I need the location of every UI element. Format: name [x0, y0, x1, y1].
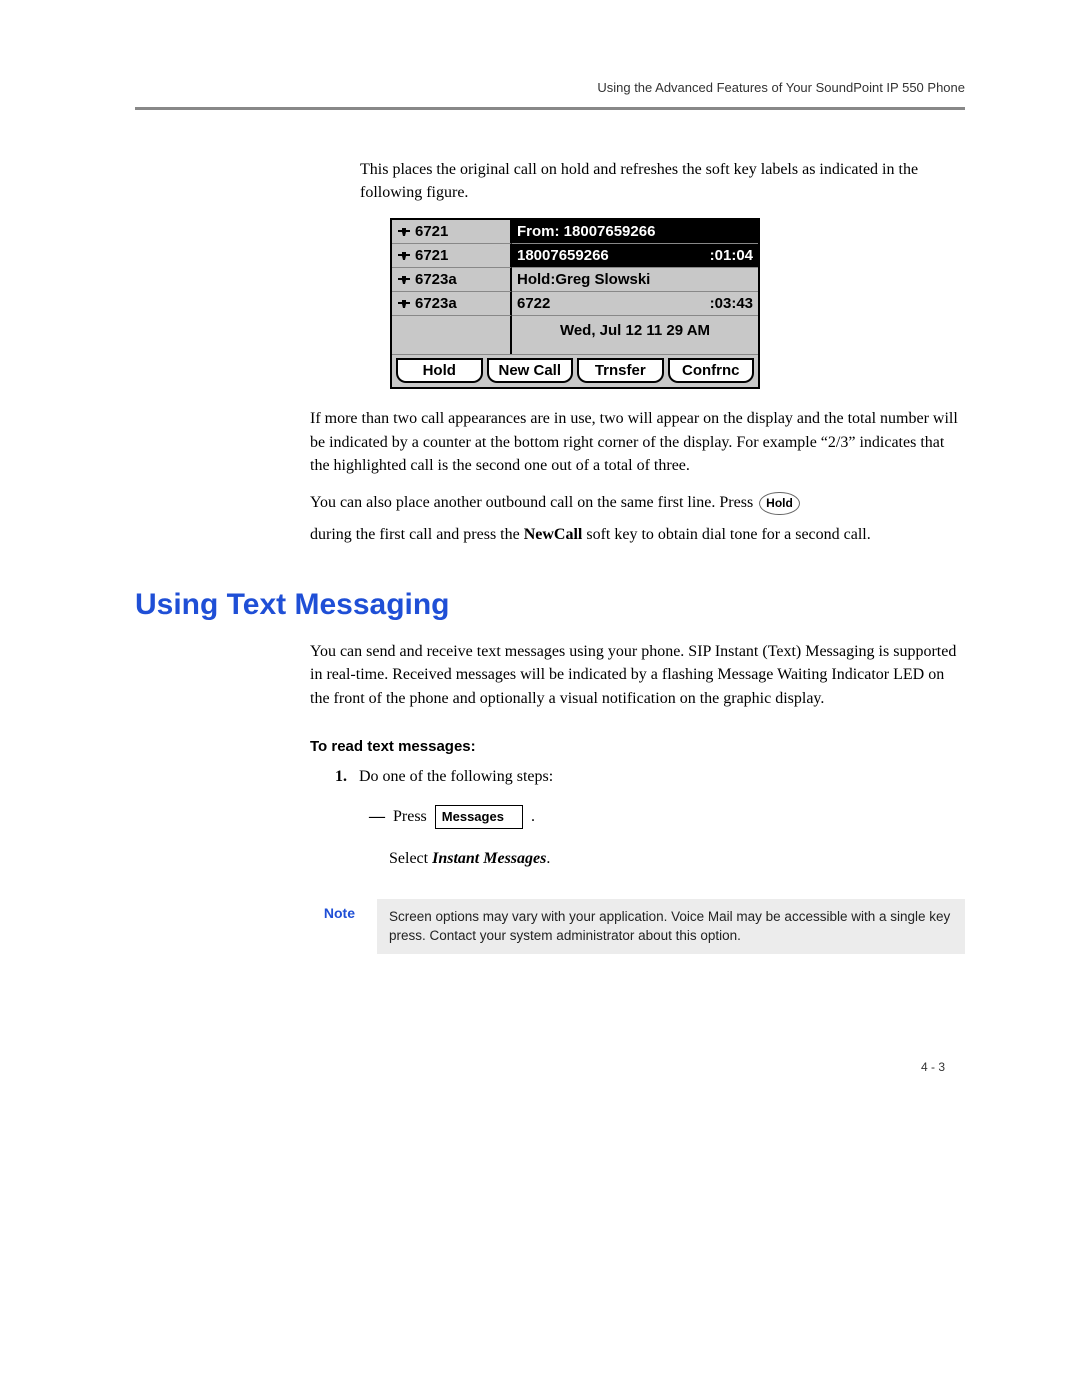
phone-line-info: From: 18007659266 [512, 220, 758, 244]
phone-handset-icon [397, 226, 411, 238]
phone-line-info: 6722:03:43 [512, 292, 758, 316]
dash-icon: — [369, 805, 389, 829]
phone-empty-cell [392, 316, 512, 354]
phone-softkey: Hold [396, 358, 483, 383]
intro-paragraph: This places the original call on hold an… [360, 158, 965, 204]
para-hold-text-2a: during the first call and press the [310, 526, 524, 543]
page-number: 4 - 3 [921, 1060, 945, 1074]
note-label: Note [235, 899, 355, 954]
messages-button-icon: Messages [435, 805, 523, 829]
step-1-number: 1. [335, 768, 347, 785]
step-list: 1. Do one of the following steps: — Pres… [335, 765, 965, 871]
read-messages-heading: To read text messages: [310, 738, 965, 755]
para-hold-instruction-2: during the first call and press the NewC… [310, 523, 965, 546]
page-header: Using the Advanced Features of Your Soun… [135, 80, 965, 95]
newcall-bold: NewCall [524, 526, 583, 543]
phone-line-info: Hold:Greg Slowski [512, 268, 758, 292]
phone-datetime: Wed, Jul 12 11 29 AM [512, 316, 758, 354]
press-word: Press [393, 808, 427, 825]
phone-softkey: Trnsfer [577, 358, 664, 383]
section-paragraph: You can send and receive text messages u… [310, 640, 965, 710]
phone-handset-icon [397, 298, 411, 310]
phone-softkey-row: HoldNew CallTrnsferConfrnc [392, 354, 758, 387]
step-1: 1. Do one of the following steps: [335, 765, 965, 789]
step-1-text: Do one of the following steps: [359, 768, 553, 785]
phone-softkey: Confrnc [668, 358, 755, 383]
phone-handset-icon [397, 274, 411, 286]
step-1-sub-press: — Press Messages . [369, 805, 965, 829]
phone-softkey: New Call [487, 358, 574, 383]
select-text-c: . [546, 850, 550, 867]
phone-line-ext: 6723a [392, 292, 512, 316]
page-content: Using the Advanced Features of Your Soun… [135, 80, 965, 954]
para-after-figure: If more than two call appearances are in… [310, 407, 965, 477]
phone-line-ext: 6721 [392, 220, 512, 244]
select-text-a: Select [389, 850, 432, 867]
para-hold-text-1: You can also place another outbound call… [310, 494, 757, 511]
note-text: Screen options may vary with your applic… [377, 899, 965, 954]
phone-line-info: 18007659266:01:04 [512, 244, 758, 268]
para-hold-text-2c: soft key to obtain dial tone for a secon… [582, 526, 870, 543]
para-hold-instruction: You can also place another outbound call… [310, 491, 965, 515]
note-block: Note Screen options may vary with your a… [235, 899, 965, 954]
header-rule [135, 107, 965, 110]
select-bold: Instant Messages [432, 850, 546, 867]
phone-handset-icon [397, 250, 411, 262]
section-heading: Using Text Messaging [135, 588, 965, 622]
phone-line-ext: 6721 [392, 244, 512, 268]
phone-screen-figure: 6721From: 18007659266672118007659266:01:… [390, 218, 760, 389]
hold-button-icon: Hold [759, 492, 800, 515]
phone-line-ext: 6723a [392, 268, 512, 292]
select-instant-messages-line: Select Instant Messages. [389, 847, 965, 871]
